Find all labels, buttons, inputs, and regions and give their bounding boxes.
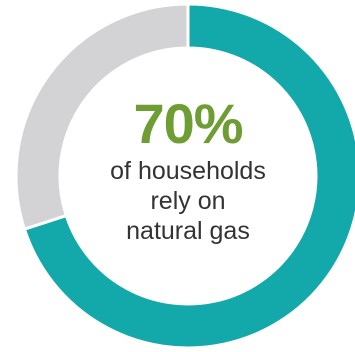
caption-line-1: of households: [110, 157, 266, 185]
center-value: 70%: [133, 92, 243, 155]
caption-line-3: natural gas: [126, 217, 250, 245]
donut-slices: [14, 2, 355, 350]
center-caption: of households rely on natural gas: [67, 156, 309, 246]
center-label: 70% of households rely on natural gas: [67, 96, 309, 246]
caption-line-2: rely on: [150, 187, 226, 215]
donut-slice-1: [22, 2, 355, 350]
donut-slice-2: [14, 2, 190, 232]
